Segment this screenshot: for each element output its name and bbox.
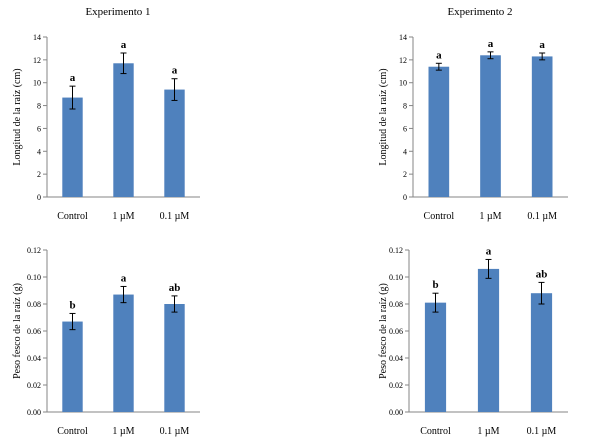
significance-letter: a bbox=[488, 38, 494, 50]
significance-letter: a bbox=[121, 39, 127, 51]
y-tick-label: 0.02 bbox=[27, 381, 41, 390]
y-tick-label: 12 bbox=[399, 56, 407, 65]
y-tick-label: 0.08 bbox=[389, 300, 403, 309]
x-tick-label: 0.1 µM bbox=[527, 426, 557, 437]
bar-3 bbox=[531, 56, 553, 197]
y-tick-label: 6 bbox=[403, 124, 407, 133]
x-tick-label: 0.1 µM bbox=[160, 211, 190, 222]
bar-3 bbox=[164, 89, 185, 197]
bar-2 bbox=[113, 294, 134, 412]
y-tick-label: 0 bbox=[403, 193, 407, 202]
y-tick-label: 6 bbox=[37, 124, 41, 133]
panel-title-experiment-2: Experimento 2 bbox=[447, 6, 512, 18]
bar-2 bbox=[477, 268, 500, 412]
bar-3 bbox=[530, 293, 553, 412]
y-tick-label: 0.08 bbox=[27, 300, 41, 309]
significance-letter: b bbox=[69, 299, 75, 311]
x-tick-label: 1 µM bbox=[112, 426, 134, 437]
significance-letter: ab bbox=[169, 282, 181, 294]
y-tick-label: 0.04 bbox=[27, 354, 41, 363]
x-tick-label: 1 µM bbox=[479, 211, 501, 222]
bar-1 bbox=[62, 97, 83, 197]
y-axis-label: Longitud de la raíz (cm) bbox=[378, 68, 389, 165]
significance-letter: a bbox=[121, 272, 127, 284]
y-axis-label: Peso fesco de la raíz (g) bbox=[12, 283, 23, 379]
x-tick-label: 1 µM bbox=[112, 211, 134, 222]
chart-root-length-exp2: 0 2 4 6 8 10 12 14 Longitud de la raíz (cm) a Cont… bbox=[378, 33, 568, 222]
chart-root-weight-exp2: 0.00 0.02 0.04 0.06 0.08 0.10 0.12 Peso fesco d… bbox=[378, 245, 568, 437]
chart-root-weight-exp1: 0.00 0.02 0.04 0.06 0.08 0.10 0.12 Peso fesco d… bbox=[12, 246, 200, 437]
y-tick-label: 0 bbox=[37, 193, 41, 202]
significance-letter: a bbox=[539, 39, 545, 51]
significance-letter: a bbox=[486, 245, 492, 257]
bar-1 bbox=[428, 66, 450, 197]
y-tick-label: 2 bbox=[403, 170, 407, 179]
y-axis-label: Longitud de la raíz (cm) bbox=[12, 68, 23, 165]
y-tick-label: 14 bbox=[33, 33, 41, 42]
bar-3 bbox=[164, 304, 185, 412]
panel-title-experiment-1: Experimento 1 bbox=[85, 6, 150, 18]
y-tick-label: 10 bbox=[33, 79, 41, 88]
x-tick-label: Control bbox=[57, 426, 88, 437]
y-tick-label: 0.04 bbox=[389, 354, 403, 363]
x-tick-label: Control bbox=[57, 211, 88, 222]
y-tick-label: 0.00 bbox=[389, 408, 403, 417]
y-tick-label: 0.06 bbox=[27, 327, 41, 336]
y-tick-label: 4 bbox=[403, 147, 407, 156]
y-axis-label: Peso fesco de la raíz (g) bbox=[378, 283, 389, 379]
y-tick-label: 0.12 bbox=[27, 246, 41, 255]
x-tick-label: Control bbox=[424, 211, 455, 222]
bar-2 bbox=[113, 63, 134, 198]
y-tick-label: 0.00 bbox=[27, 408, 41, 417]
y-tick-label: 0.10 bbox=[27, 273, 41, 282]
y-tick-label: 0.12 bbox=[389, 246, 403, 255]
y-tick-label: 8 bbox=[37, 102, 41, 111]
y-tick-label: 2 bbox=[37, 170, 41, 179]
bar-2 bbox=[480, 55, 501, 198]
bar-1 bbox=[424, 302, 447, 412]
x-tick-label: 1 µM bbox=[477, 426, 499, 437]
significance-letter: a bbox=[436, 49, 442, 61]
x-tick-label: 0.1 µM bbox=[527, 211, 557, 222]
significance-letter: a bbox=[70, 72, 76, 84]
y-tick-label: 10 bbox=[399, 79, 407, 88]
y-tick-label: 14 bbox=[399, 33, 407, 42]
y-tick-label: 8 bbox=[403, 102, 407, 111]
chart-root-length-exp1: 0 2 4 6 8 10 12 14 Longitud de la raíz (cm) a Cont… bbox=[12, 33, 200, 222]
x-tick-label: Control bbox=[420, 426, 451, 437]
significance-letter: ab bbox=[536, 268, 548, 280]
bar-1 bbox=[62, 321, 83, 412]
y-tick-label: 0.06 bbox=[389, 327, 403, 336]
y-tick-label: 4 bbox=[37, 147, 41, 156]
y-tick-label: 0.10 bbox=[389, 273, 403, 282]
y-tick-label: 12 bbox=[33, 56, 41, 65]
significance-letter: b bbox=[432, 279, 438, 291]
y-tick-label: 0.02 bbox=[389, 381, 403, 390]
significance-letter: a bbox=[172, 65, 178, 77]
x-tick-label: 0.1 µM bbox=[160, 426, 190, 437]
